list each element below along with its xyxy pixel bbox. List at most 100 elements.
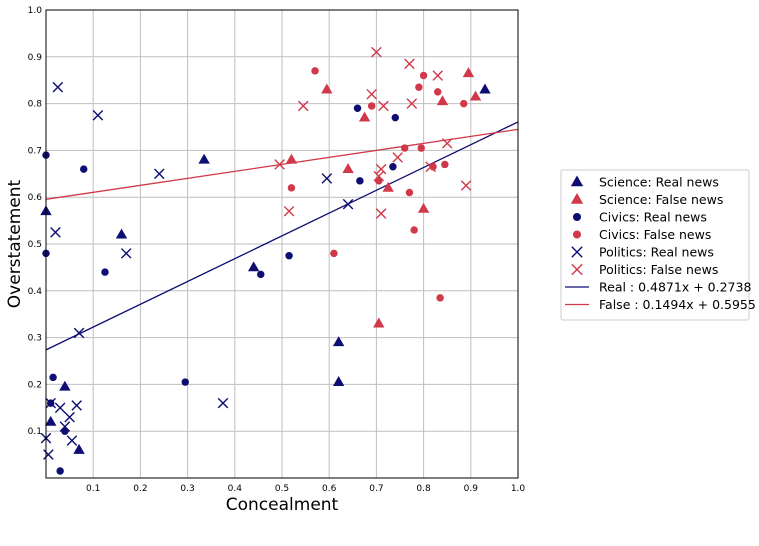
- x-tick-label: 0.1: [86, 484, 100, 494]
- x-marker-stroke: [274, 159, 285, 170]
- legend-label: Politics: False news: [599, 262, 718, 277]
- data-point-x-false: [425, 161, 436, 173]
- x-marker-stroke: [66, 435, 78, 446]
- data-point-triangle-real: [332, 336, 345, 347]
- x-marker-stroke: [406, 98, 418, 109]
- x-marker-stroke: [59, 421, 71, 432]
- data-point-triangle-false: [382, 181, 394, 192]
- data-point-x-false: [378, 100, 389, 112]
- legend-box: [560, 169, 750, 321]
- data-point-triangle-real: [115, 228, 128, 239]
- data-point-circle-real: [389, 163, 397, 171]
- x-marker-stroke: [441, 138, 453, 149]
- data-point-circle-false: [410, 226, 418, 234]
- data-point-x-real: [73, 327, 85, 339]
- data-point-triangle-real: [479, 83, 491, 94]
- x-marker-stroke: [120, 248, 132, 259]
- legend-label: Science: Real news: [599, 175, 719, 190]
- data-point-circle-false: [287, 184, 296, 192]
- y-tick-label: 0.3: [28, 334, 42, 344]
- x-tick-label: 1.0: [511, 484, 526, 494]
- plot-frame: [45, 9, 519, 479]
- x-tick-label: 0.7: [369, 484, 383, 494]
- data-point-triangle-false: [285, 153, 298, 164]
- y-axis-label: Overstatement: [5, 179, 25, 308]
- data-point-circle-false: [311, 67, 319, 75]
- x-marker-stroke: [378, 100, 389, 112]
- grid-lines: [46, 9, 519, 478]
- data-point-x-real: [45, 397, 57, 409]
- data-point-triangle-false: [342, 163, 354, 174]
- legend-label: Real : 0.4871x + 0.2738: [599, 280, 751, 295]
- data-point-circle-real: [356, 177, 364, 185]
- fit-line-real: [45, 121, 519, 351]
- legend-label: False : 0.1494x + 0.5955: [599, 297, 756, 312]
- data-point-circle-false: [441, 160, 449, 169]
- data-point-x-false: [404, 58, 415, 70]
- data-point-x-false: [406, 98, 418, 109]
- data-point-circle-false: [436, 294, 444, 302]
- data-point-triangle-false: [358, 111, 371, 122]
- data-point-triangle-false: [462, 67, 475, 78]
- data-points: [40, 46, 491, 475]
- x-axis-label: Concealment: [226, 495, 339, 515]
- data-point-circle-real: [353, 104, 362, 112]
- data-point-x-false: [373, 170, 385, 182]
- data-point-x-false: [297, 100, 309, 112]
- x-marker-stroke: [43, 449, 54, 460]
- legend-marker-triangle-real: [570, 175, 584, 187]
- data-point-triangle-real: [332, 376, 345, 386]
- y-tick-label: 0.7: [28, 146, 42, 156]
- x-marker-stroke: [571, 246, 583, 258]
- data-point-circle-false: [415, 83, 423, 91]
- x-tick-label: 0.9: [464, 484, 479, 494]
- data-point-triangle-real: [73, 443, 85, 454]
- data-point-x-real: [54, 402, 66, 414]
- x-marker-stroke: [404, 58, 415, 70]
- y-tick-label: 0.6: [28, 193, 43, 203]
- data-point-circle-false: [419, 71, 428, 80]
- y-tick-label: 0.2: [28, 380, 42, 390]
- data-point-circle-real: [49, 373, 57, 382]
- data-point-circle-real: [80, 165, 88, 173]
- data-point-triangle-false: [436, 95, 449, 106]
- x-marker-stroke: [375, 208, 387, 219]
- x-marker-stroke: [45, 397, 57, 409]
- x-axis-ticks: 0.1 0.2 0.3 0.4 0.5 0.6 0.7 0.8 0.9 1.0: [86, 484, 525, 494]
- x-tick-label: 0.2: [133, 484, 147, 494]
- data-point-triangle-false: [469, 90, 482, 101]
- x-tick-label: 0.6: [322, 484, 337, 494]
- x-marker-stroke: [375, 163, 387, 175]
- data-point-circle-false: [401, 144, 409, 152]
- y-tick-label: 0.4: [28, 287, 43, 297]
- x-marker-stroke: [392, 152, 403, 163]
- x-marker-stroke: [153, 168, 165, 180]
- y-tick-label: 1.0: [28, 6, 43, 16]
- x-marker-stroke: [50, 227, 61, 238]
- data-point-x-real: [120, 248, 132, 259]
- data-point-circle-false: [330, 249, 338, 258]
- legend: Science: Real news Science: False news Civ…: [560, 169, 756, 321]
- x-marker-stroke: [54, 402, 66, 414]
- legend-marker-x-real: [571, 246, 583, 258]
- data-point-x-false: [441, 138, 453, 149]
- data-point-triangle-real: [59, 380, 71, 391]
- legend-label: Politics: Real news: [599, 245, 714, 260]
- data-point-x-false: [274, 159, 285, 170]
- data-point-circle-false: [367, 102, 376, 110]
- data-point-x-real: [43, 449, 54, 460]
- x-marker-stroke: [371, 46, 382, 58]
- x-marker-stroke: [64, 411, 75, 423]
- x-marker-stroke: [571, 263, 583, 276]
- y-tick-label: 0.8: [28, 100, 43, 110]
- x-marker-stroke: [73, 327, 85, 339]
- data-point-x-real: [66, 435, 78, 446]
- data-point-triangle-false: [417, 202, 430, 213]
- x-tick-label: 0.4: [228, 484, 243, 494]
- data-point-circle-real: [391, 113, 399, 122]
- data-point-x-real: [342, 198, 354, 210]
- x-marker-stroke: [283, 205, 295, 217]
- data-point-x-real: [92, 110, 104, 121]
- legend-label: Civics: False news: [599, 227, 711, 242]
